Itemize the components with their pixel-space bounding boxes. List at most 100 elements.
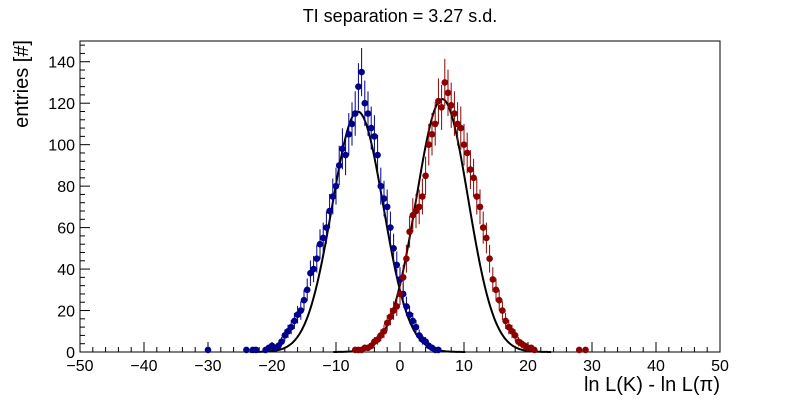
x-tick-label: 20 <box>519 358 537 375</box>
kaon-fit <box>333 98 552 353</box>
y-tick-label: 40 <box>57 262 75 279</box>
pion-point <box>342 151 349 159</box>
y-tick-label: 0 <box>66 345 75 362</box>
kaon-point <box>486 255 493 262</box>
pion-point <box>332 182 340 190</box>
kaon-point <box>435 97 442 105</box>
pion-point <box>351 110 359 117</box>
pion-point <box>380 195 388 202</box>
pion-point <box>367 124 375 132</box>
pion-point <box>348 120 356 128</box>
pion-point <box>297 307 305 314</box>
pion-point <box>339 145 346 153</box>
pion-point <box>393 261 401 269</box>
kaon-point <box>428 131 436 138</box>
kaon-point <box>447 101 455 109</box>
pion-point <box>383 203 391 211</box>
pion-point <box>316 240 324 248</box>
kaon-point <box>460 141 468 148</box>
x-axis: −50 −40 −30 −20 −10 0 10 20 30 40 50 <box>66 342 729 375</box>
pion-point <box>243 346 250 354</box>
x-tick-label: 10 <box>455 358 473 375</box>
kaon-point <box>479 224 487 231</box>
pion-point <box>355 83 362 90</box>
pion-point <box>435 346 442 354</box>
pion-point <box>310 265 317 273</box>
kaon-point <box>582 346 589 354</box>
pion-point <box>387 224 394 231</box>
kaon-point <box>380 327 388 335</box>
kaon-point <box>419 193 426 200</box>
kaon-point <box>431 120 439 128</box>
pion-point <box>204 346 212 354</box>
pion-point <box>374 151 381 159</box>
x-tick-label: 40 <box>647 358 665 375</box>
pion-point <box>390 245 397 252</box>
kaon-point <box>476 203 484 211</box>
x-tick-label: −50 <box>66 358 93 375</box>
pion-point <box>412 323 420 331</box>
y-tick-label: 120 <box>48 96 75 113</box>
pion-point <box>364 110 372 117</box>
kaon-point <box>444 89 452 97</box>
kaon-point <box>438 104 445 111</box>
kaon-point <box>473 193 481 200</box>
pion-point <box>358 68 365 76</box>
pion-point <box>252 346 260 354</box>
series-kaon <box>351 58 589 354</box>
y-axis: 0 20 40 60 80 100 120 140 <box>48 44 90 362</box>
pion-point <box>326 207 333 215</box>
pion-point <box>406 311 413 318</box>
pion-point <box>361 99 369 107</box>
pion-fit <box>250 110 466 353</box>
pion-point <box>278 338 285 345</box>
kaon-point <box>406 228 413 236</box>
pion-point <box>300 296 308 304</box>
kaon-point <box>393 303 401 310</box>
y-tick-label: 20 <box>57 304 75 321</box>
x-tick-label: 50 <box>711 358 729 375</box>
y-tick-label: 140 <box>48 55 75 72</box>
kaon-point <box>425 141 433 148</box>
pion-point <box>291 317 298 325</box>
pion-point <box>323 224 330 231</box>
kaon-point <box>415 203 423 211</box>
x-tick-label: −20 <box>258 358 285 375</box>
kaon-point <box>495 296 503 304</box>
kaon-point <box>511 332 519 339</box>
kaon-point <box>422 172 429 180</box>
pion-point <box>371 133 378 140</box>
kaon-point <box>383 319 391 327</box>
chart-title: TI separation = 3.27 s.d. <box>303 6 498 26</box>
kaon-point <box>492 286 500 294</box>
kaon-point <box>387 313 394 321</box>
kaon-point <box>502 317 509 325</box>
x-axis-label: ln L(K) - ln L(π) <box>584 374 720 396</box>
kaon-point <box>470 174 477 182</box>
x-tick-label: −10 <box>322 358 349 375</box>
kaon-point <box>451 110 458 117</box>
pion-point <box>319 234 327 242</box>
pion-point <box>403 303 410 310</box>
kaon-point <box>575 346 583 354</box>
series-pion <box>204 48 442 354</box>
pion-point <box>313 255 321 262</box>
pion-point <box>377 182 385 190</box>
kaon-point <box>499 307 506 314</box>
kaon-point <box>467 166 474 173</box>
plot-frame <box>79 40 721 353</box>
pion-point <box>329 193 337 200</box>
pion-point <box>287 323 295 331</box>
pion-point <box>303 286 311 294</box>
pion-point <box>345 131 353 138</box>
y-tick-label: 100 <box>48 138 75 155</box>
kaon-point <box>457 124 465 132</box>
y-tick-label: 60 <box>57 221 75 238</box>
plot-border <box>79 40 721 353</box>
x-tick-label: −40 <box>130 358 157 375</box>
pion-point <box>335 162 343 169</box>
x-tick-label: 30 <box>583 358 601 375</box>
y-tick-label: 80 <box>57 179 75 196</box>
kaon-point <box>483 234 490 242</box>
